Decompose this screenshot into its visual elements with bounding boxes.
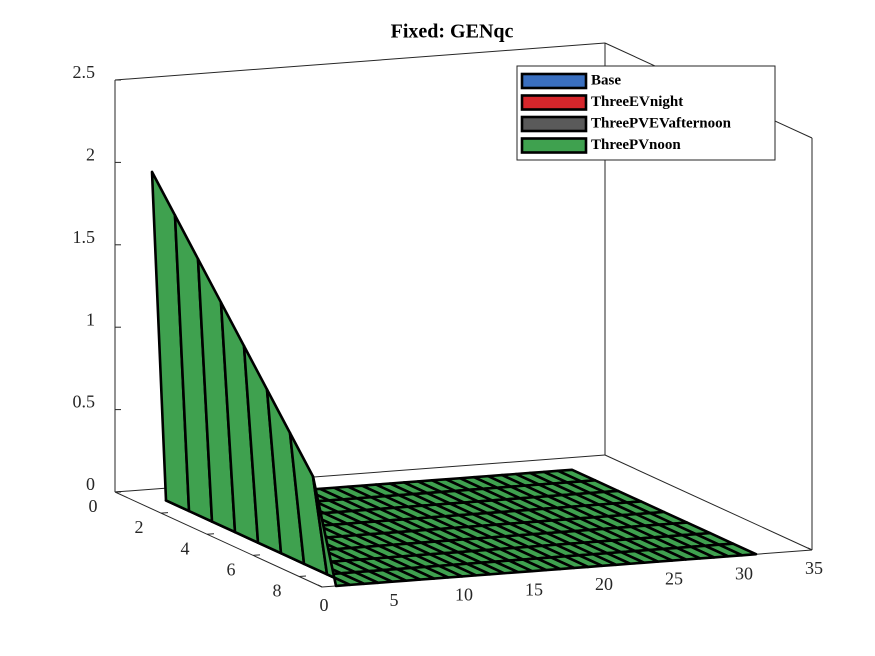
y-tick-label: 0 xyxy=(89,496,98,516)
z-tick-label: 1.5 xyxy=(73,227,96,247)
z-tick-label: 0.5 xyxy=(73,392,96,412)
y-tick-label: 4 xyxy=(181,538,190,558)
x-tick xyxy=(317,584,323,588)
legend-label: ThreePVnoon xyxy=(591,137,681,153)
legend-label: ThreeEVnight xyxy=(591,94,683,110)
legend-swatch xyxy=(520,115,588,133)
legend-swatch xyxy=(520,72,588,90)
x-tick-label: 30 xyxy=(735,563,753,583)
z-tick-label: 2 xyxy=(86,145,95,165)
x-tick-label: 35 xyxy=(805,558,823,578)
x-tick xyxy=(807,547,813,551)
x-tick-label: 0 xyxy=(320,595,329,615)
legend: Base ThreeEVnight ThreePVEVafternoon ThreeP… xyxy=(516,65,776,161)
legend-label: Base xyxy=(591,72,621,88)
y-tick-label: 6 xyxy=(227,559,236,579)
z-tick-label: 2.5 xyxy=(73,62,96,82)
x-tick-label: 20 xyxy=(595,574,613,594)
box-edge xyxy=(114,42,606,81)
ticks: 0 0.5 1 1.5 2 2.5 0 2 4 6 8 0 5 10 15 20 25 30 35 xyxy=(73,62,824,615)
y-tick xyxy=(252,554,261,556)
legend-swatch xyxy=(520,137,588,154)
x-tick-label: 10 xyxy=(455,585,473,605)
z-tick-label: 0 xyxy=(86,474,95,494)
legend-label: ThreePVEVafternoon xyxy=(591,115,732,131)
y-tick-label: 2 xyxy=(135,517,144,537)
z-tick-label: 1 xyxy=(86,309,95,329)
y-tick xyxy=(160,512,169,514)
box-edge xyxy=(604,454,813,551)
y-tick xyxy=(114,491,123,493)
x-tick-label: 5 xyxy=(390,590,399,610)
y-axis xyxy=(114,491,323,588)
legend-swatch xyxy=(520,94,588,111)
y-tick xyxy=(298,575,307,577)
surface xyxy=(150,170,758,588)
y-tick xyxy=(206,533,215,535)
surface-patch xyxy=(311,475,352,588)
x-tick-label: 15 xyxy=(525,579,543,599)
y-tick-label: 8 xyxy=(273,581,282,601)
x-tick-label: 25 xyxy=(665,569,683,589)
chart-title: Fixed: GENqc xyxy=(391,21,514,43)
